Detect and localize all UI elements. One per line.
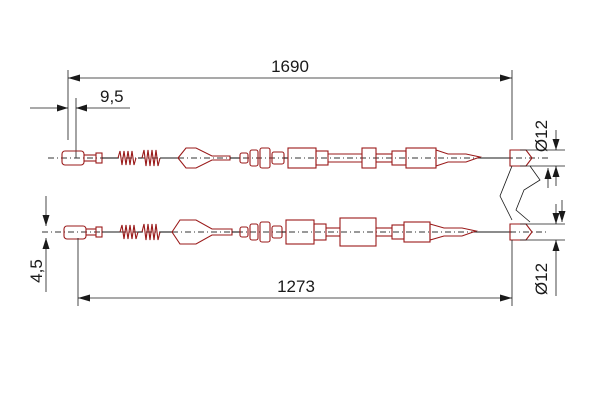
lower-grommet <box>339 217 377 247</box>
bracket <box>499 165 541 223</box>
lower-diameter-label: Ø12 <box>532 263 551 295</box>
lower-offset-label: 4,5 <box>27 259 46 283</box>
upper-cable <box>48 147 548 169</box>
lower-length-label: 1273 <box>277 277 315 296</box>
upper-diameter-dimension: Ø12 <box>520 120 565 186</box>
right-offset-dimension <box>544 168 566 222</box>
lower-offset-dimension: 4,5 <box>27 196 79 306</box>
lower-diameter-dimension: Ø12 <box>520 204 565 296</box>
lower-spring-1 <box>119 224 139 240</box>
upper-offset-label: 9,5 <box>100 87 124 106</box>
lower-end-nipple <box>63 225 87 240</box>
upper-spring-2 <box>141 149 161 167</box>
upper-grommet <box>361 147 377 169</box>
lower-spring-2 <box>141 223 161 241</box>
lower-cable <box>42 217 548 247</box>
upper-length-dimension: 1690 <box>67 57 513 140</box>
lower-length-dimension: 1273 <box>78 240 513 306</box>
upper-length-label: 1690 <box>271 57 309 76</box>
upper-offset-dimension: 9,5 <box>30 87 130 158</box>
upper-diameter-label: Ø12 <box>532 120 551 152</box>
upper-spring-1 <box>117 150 137 166</box>
upper-end-nipple <box>61 150 85 166</box>
